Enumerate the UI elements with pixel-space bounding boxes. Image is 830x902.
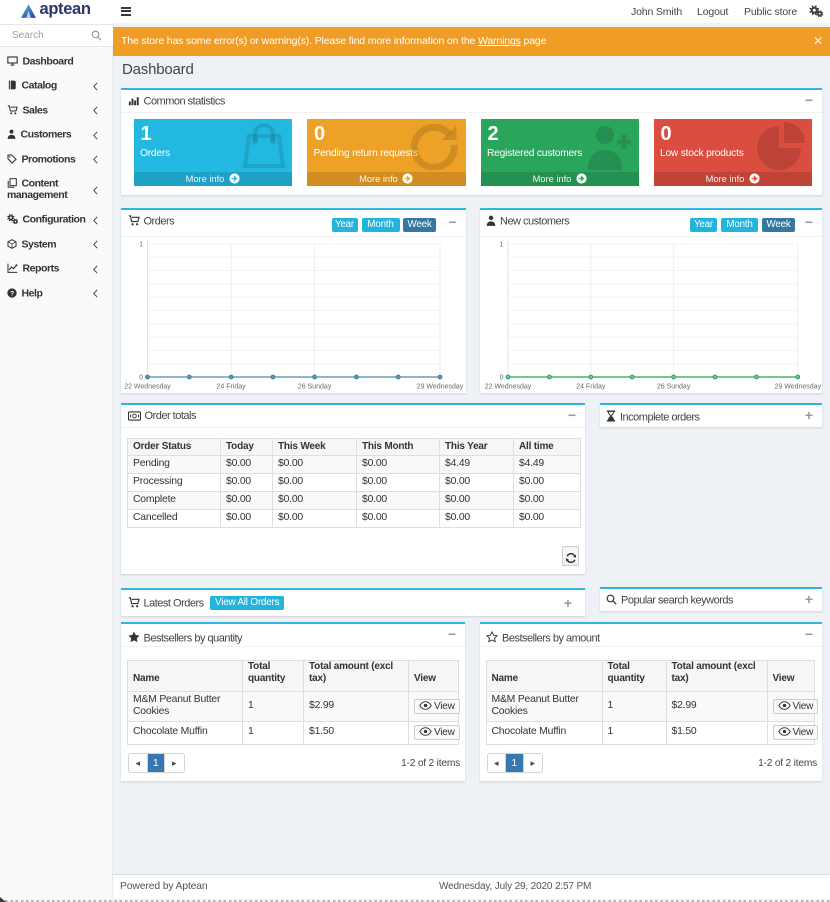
svg-text:0: 0 xyxy=(139,375,143,382)
svg-text:1: 1 xyxy=(139,242,143,249)
svg-text:22 Wednesday: 22 Wednesday xyxy=(124,384,171,391)
svg-text:26 Sunday: 26 Sunday xyxy=(656,384,690,391)
svg-text:24 Friday: 24 Friday xyxy=(217,384,247,391)
svg-text:26 Sunday: 26 Sunday xyxy=(298,384,332,391)
svg-text:?: ? xyxy=(10,290,14,297)
svg-text:0: 0 xyxy=(499,375,503,382)
svg-text:29 Wednesday: 29 Wednesday xyxy=(774,384,821,391)
svg-text:24 Friday: 24 Friday xyxy=(576,384,606,391)
svg-text:22 Wednesday: 22 Wednesday xyxy=(484,384,531,391)
svg-text:29 Wednesday: 29 Wednesday xyxy=(417,384,464,391)
svg-text:1: 1 xyxy=(499,242,503,249)
